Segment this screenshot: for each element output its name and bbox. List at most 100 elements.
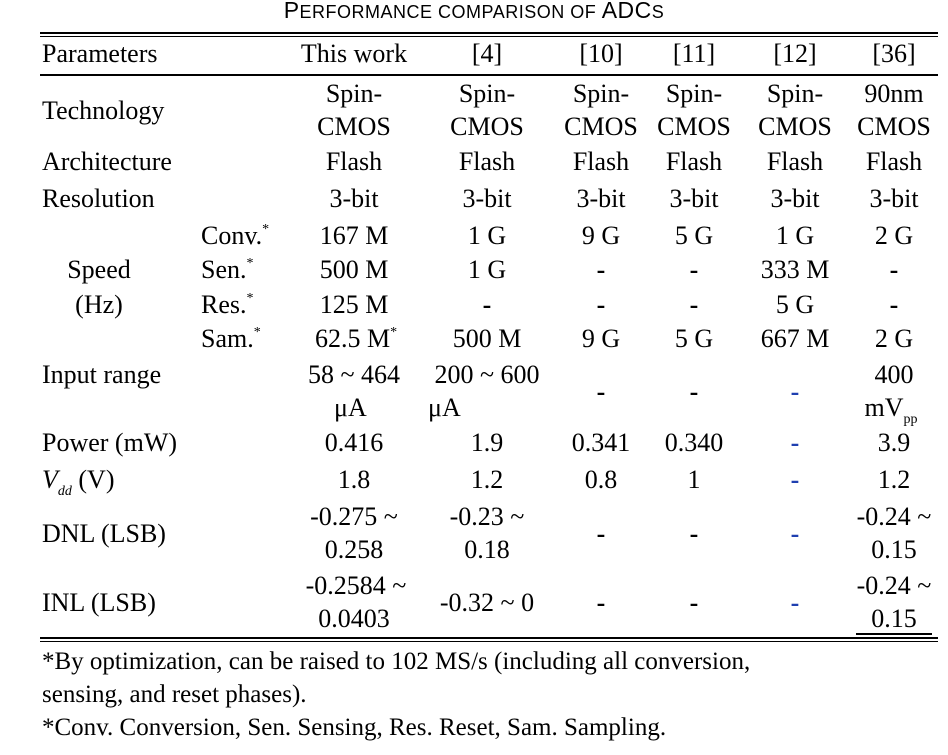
vdd-cell: 0.8	[584, 465, 618, 494]
tech-cell: CMOS	[317, 112, 391, 141]
vdd-cell: 1.2	[877, 465, 911, 494]
top-rule-inner	[40, 36, 938, 37]
arch-cell: Flash	[458, 147, 516, 176]
inl-cell: -	[596, 588, 606, 617]
inl-cell: -0.2584 ~	[305, 571, 407, 600]
sen-cell: 333 M	[760, 255, 830, 284]
arch-cell: Flash	[865, 147, 923, 176]
sub-label-conv: Conv.*	[201, 221, 270, 250]
conv-cell: 9 G	[581, 221, 621, 250]
tech-cell: Spin-	[458, 79, 516, 108]
arch-cell: Flash	[665, 147, 723, 176]
inl-cell: 0.15	[871, 604, 917, 633]
power-cell: 3.9	[877, 428, 911, 457]
sam-cell: 9 G	[581, 324, 621, 353]
conv-cell: 5 G	[674, 221, 714, 250]
header-rule	[40, 74, 938, 76]
row-label-speed-unit: (Hz)	[75, 290, 123, 319]
header-this-work: This work	[300, 39, 408, 68]
footnote-optimization-cont: sensing, and reset phases).	[42, 681, 307, 708]
cell-underline	[856, 633, 932, 635]
dnl-cell: -	[596, 519, 606, 548]
dnl-cell: -0.275 ~	[310, 502, 398, 531]
tech-cell: CMOS	[657, 112, 731, 141]
dnl-cell: -	[689, 519, 699, 548]
input-range-cell: 200 ~ 600	[434, 360, 540, 389]
dnl-cell: -0.24 ~	[856, 502, 932, 531]
tech-cell: Spin-	[572, 79, 630, 108]
tech-cell: CMOS	[857, 112, 931, 141]
bottom-rule-inner	[40, 641, 938, 642]
sub-label-sam: Sam.*	[201, 324, 261, 353]
arch-cell: Flash	[572, 147, 630, 176]
row-label-power: Power (mW)	[42, 428, 178, 457]
res-cell: 3-bit	[576, 184, 626, 213]
input-range-cell: 400	[874, 360, 914, 389]
row-label-vdd: Vdd (V)	[42, 465, 115, 499]
tech-cell: Spin-	[325, 79, 383, 108]
bottom-rule	[40, 637, 938, 639]
reset-cell: 125 M	[319, 290, 389, 319]
conv-cell: 167 M	[319, 221, 389, 250]
sam-cell: 62.5 M*	[314, 324, 398, 353]
power-cell: -	[790, 428, 800, 457]
reset-cell: -	[482, 290, 492, 319]
input-range-cell: -	[689, 377, 699, 406]
tech-cell: Spin-	[766, 79, 824, 108]
input-range-unit: mVpp	[864, 393, 918, 427]
power-cell: 1.9	[470, 428, 504, 457]
row-label-resolution: Resolution	[42, 184, 155, 213]
header-ref-36: [36]	[872, 39, 916, 68]
res-cell: 3-bit	[669, 184, 719, 213]
sen-cell: -	[889, 255, 899, 284]
vdd-cell: -	[790, 465, 800, 494]
vdd-cell: 1	[687, 465, 701, 494]
sam-cell: 2 G	[874, 324, 914, 353]
power-cell: 0.340	[664, 428, 724, 457]
inl-cell: -0.32 ~ 0	[439, 588, 535, 617]
tech-cell: CMOS	[450, 112, 524, 141]
tech-cell: Spin-	[665, 79, 723, 108]
row-label-dnl: DNL (LSB)	[42, 519, 166, 548]
input-range-unit: μA	[428, 393, 461, 422]
power-cell: 0.416	[324, 428, 384, 457]
conv-cell: 1 G	[467, 221, 507, 250]
dnl-cell: 0.15	[871, 535, 917, 564]
top-rule	[40, 32, 938, 34]
sam-cell: 667 M	[760, 324, 830, 353]
res-cell: 3-bit	[462, 184, 512, 213]
res-cell: 3-bit	[869, 184, 919, 213]
sen-cell: -	[689, 255, 699, 284]
tech-cell: CMOS	[758, 112, 832, 141]
vdd-cell: 1.8	[337, 465, 371, 494]
inl-cell: -0.24 ~	[856, 571, 932, 600]
dnl-cell: 0.18	[464, 535, 510, 564]
sen-cell: 1 G	[467, 255, 507, 284]
conv-cell: 1 G	[775, 221, 815, 250]
header-ref-11: [11]	[672, 39, 716, 68]
inl-cell: -	[790, 588, 800, 617]
reset-cell: 5 G	[775, 290, 815, 319]
sen-cell: 500 M	[319, 255, 389, 284]
footnote-abbreviations: *Conv. Conversion, Sen. Sensing, Res. Re…	[42, 714, 667, 741]
res-cell: 3-bit	[770, 184, 820, 213]
sub-label-sen: Sen.*	[201, 255, 254, 284]
arch-cell: Flash	[766, 147, 824, 176]
dnl-cell: -0.23 ~	[449, 502, 525, 531]
row-label-input-range: Input range	[42, 360, 162, 389]
input-range-cell: -	[596, 377, 606, 406]
tech-cell: CMOS	[564, 112, 638, 141]
dnl-cell: -	[790, 519, 800, 548]
tech-cell: 90nm	[864, 79, 924, 108]
arch-cell: Flash	[325, 147, 383, 176]
table-caption: PERFORMANCE COMPARISON OF ADCS	[283, 0, 665, 23]
power-cell: 0.341	[571, 428, 631, 457]
input-range-cell: -	[790, 377, 800, 406]
row-label-inl: INL (LSB)	[42, 588, 156, 617]
footnote-optimization: *By optimization, can be raised to 102 M…	[42, 648, 751, 675]
header-ref-10: [10]	[579, 39, 623, 68]
reset-cell: -	[596, 290, 606, 319]
header-parameters: Parameters	[42, 39, 158, 68]
inl-cell: -	[689, 588, 699, 617]
reset-cell: -	[889, 290, 899, 319]
